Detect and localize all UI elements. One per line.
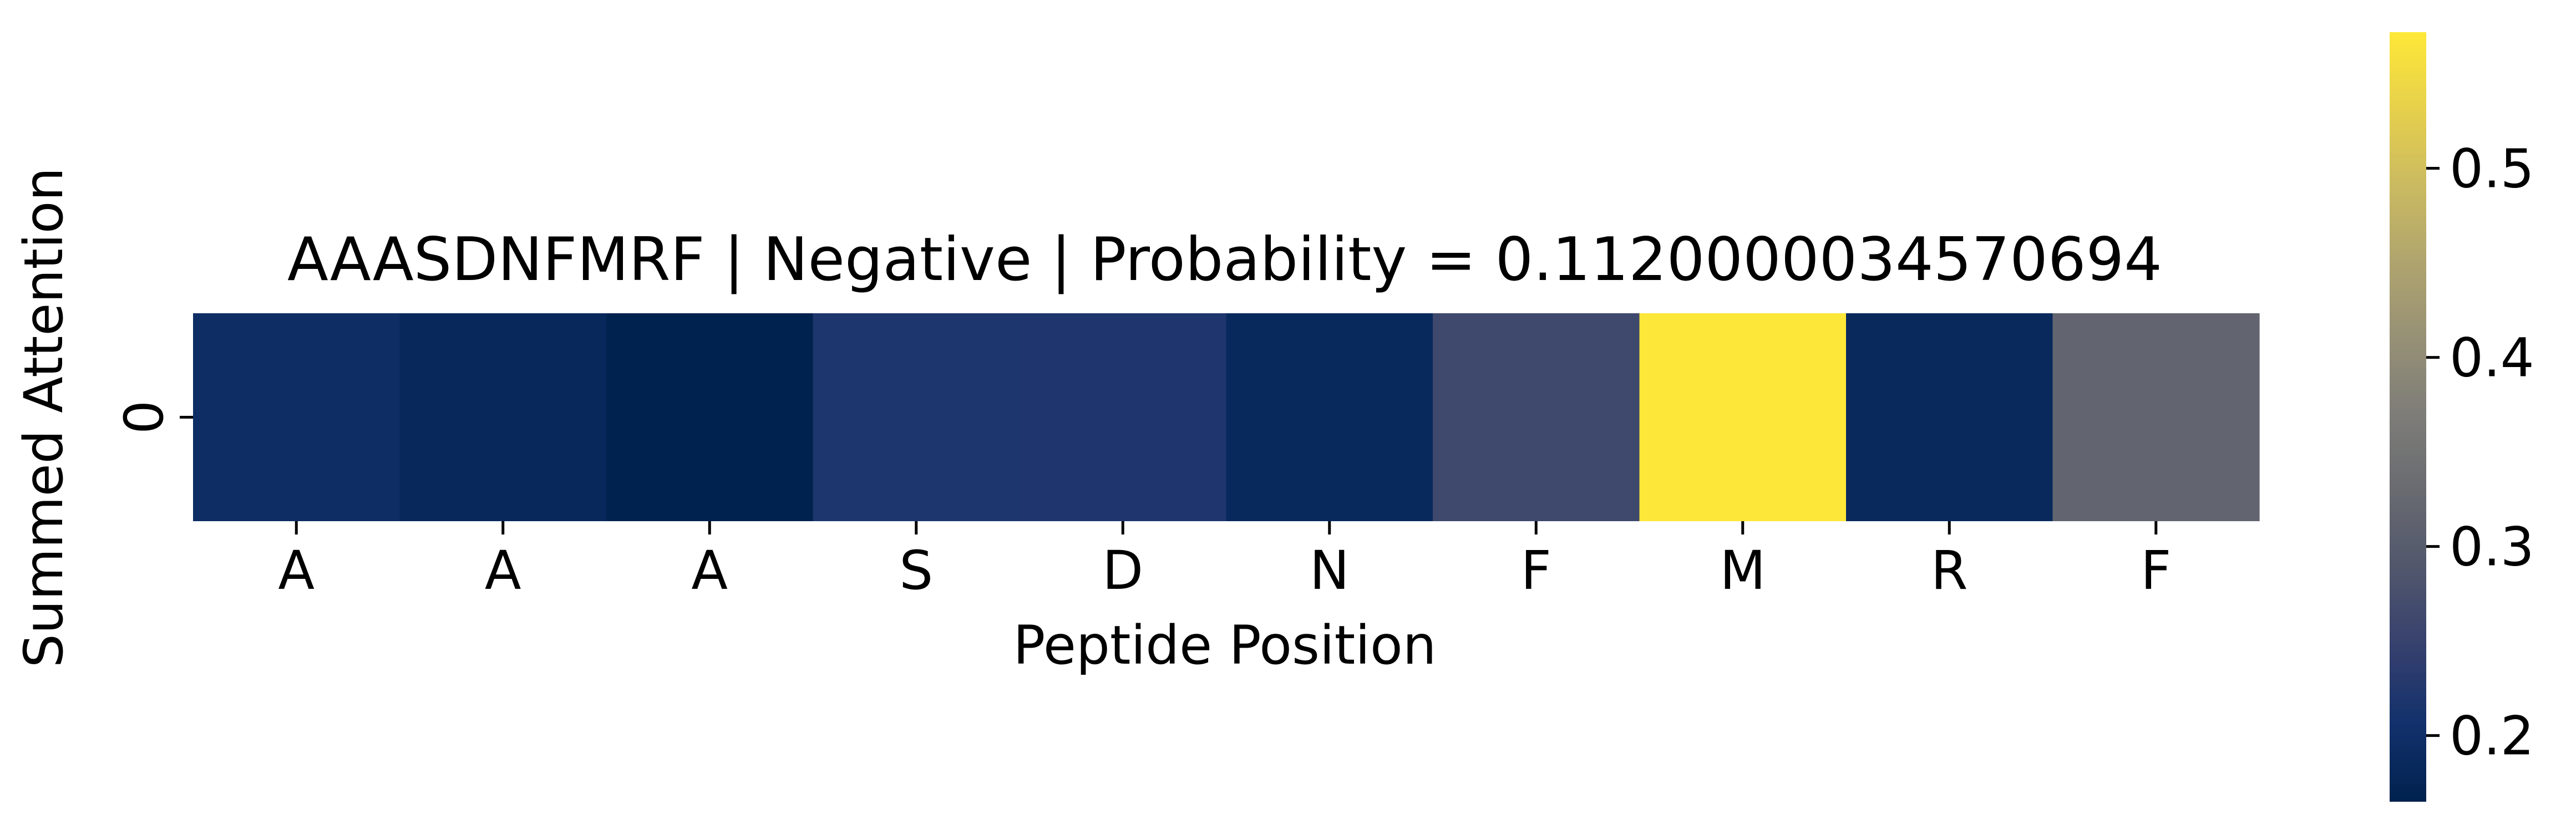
heatmap-cell xyxy=(2052,313,2260,521)
heatmap-cell xyxy=(1433,313,1640,521)
colorbar-tick-label: 0.3 xyxy=(2450,516,2534,578)
heatmap-cell xyxy=(1020,313,1227,521)
heatmap-cell xyxy=(1846,313,2053,521)
y-axis-ticks: 0 xyxy=(113,400,193,434)
colorbar xyxy=(2390,32,2426,802)
x-tick-label: N xyxy=(1310,539,1350,602)
heatmap-cell xyxy=(193,313,400,521)
y-tick-label: 0 xyxy=(113,400,175,434)
x-tick-label: F xyxy=(2141,539,2171,602)
x-tick-label: A xyxy=(691,539,728,602)
x-axis-label: Peptide Position xyxy=(1013,614,1436,676)
x-tick-label: M xyxy=(1720,539,1766,602)
colorbar-gradient xyxy=(2390,32,2426,802)
colorbar-tick-label: 0.4 xyxy=(2450,327,2534,389)
heatmap-cells xyxy=(193,313,2260,521)
colorbar-ticks: 0.2 0.3 0.4 0.5 xyxy=(2426,138,2534,767)
colorbar-tick-label: 0.2 xyxy=(2450,705,2534,767)
x-tick-label: D xyxy=(1102,539,1143,602)
x-tick-label: F xyxy=(1521,539,1551,602)
heatmap-cell xyxy=(813,313,1020,521)
heatmap-cell xyxy=(1226,313,1433,521)
heatmap-cell xyxy=(606,313,814,521)
y-axis-label: Summed Attention xyxy=(13,167,75,668)
x-tick-label: R xyxy=(1931,539,1968,602)
colorbar-tick-label: 0.5 xyxy=(2450,138,2534,200)
heatmap-cell xyxy=(1639,313,1847,521)
x-tick-label: S xyxy=(899,539,933,602)
heatmap-cell xyxy=(399,313,607,521)
x-tick-label: A xyxy=(278,539,315,602)
chart-title: AAASDNFMRF | Negative | Probability = 0.… xyxy=(287,225,2162,294)
x-tick-label: A xyxy=(485,539,521,602)
